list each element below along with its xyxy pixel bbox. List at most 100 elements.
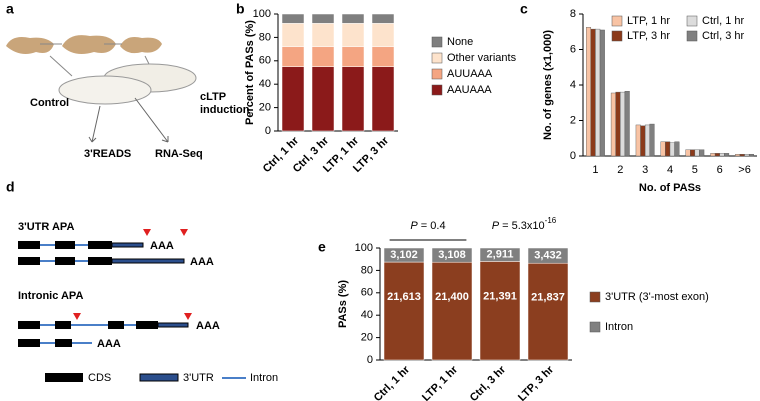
legend-swatch: [589, 291, 601, 303]
y-tick-label: 60: [259, 55, 271, 67]
bar: [710, 153, 716, 157]
annotation-text: = 0.4: [418, 220, 446, 232]
poly-a: AAA: [196, 320, 220, 332]
y-tick-label: 40: [259, 78, 271, 90]
bar: [748, 154, 754, 157]
bar-segment: [341, 66, 365, 132]
x-tick-label: >6: [738, 164, 751, 176]
bar: [660, 141, 666, 157]
x-tick-label: 4: [667, 164, 673, 176]
y-tick-label: 80: [259, 31, 271, 43]
y-tick-label: 60: [361, 287, 373, 299]
y-tick-label: 0: [265, 125, 271, 137]
cds: [55, 339, 72, 347]
bar: [599, 29, 605, 157]
bar: [690, 149, 696, 157]
y-axis-label: PASs (%): [337, 280, 349, 328]
legend-label: CDS: [88, 372, 111, 384]
bar-segment: [341, 23, 365, 48]
legend-swatch: [139, 373, 179, 382]
poly-a: AAA: [190, 256, 214, 268]
x-tick-label: LTP, 3 hr: [516, 363, 557, 401]
y-tick-label: 100: [355, 242, 373, 254]
y-tick-label: 4: [570, 79, 576, 91]
bar-segment: [341, 13, 365, 24]
y-tick-label: 8: [570, 8, 576, 20]
annotation-symbol: P: [410, 220, 418, 232]
bar-segment: [281, 66, 305, 132]
bar: [595, 28, 601, 157]
bar: [640, 125, 646, 157]
diagram-d: 3'UTR APA AAA AAA Intronic APA AAA AAA C…: [18, 221, 278, 384]
y-tick-label: 80: [361, 264, 373, 276]
bar-segment: [341, 46, 365, 67]
bar: [699, 149, 705, 157]
cds: [18, 339, 40, 347]
brain-slice: [6, 37, 54, 54]
legend-swatch: [431, 52, 443, 64]
connector: [49, 55, 73, 77]
legend-label: LTP, 1 hr: [627, 15, 670, 27]
y-tick-label: 20: [259, 102, 271, 114]
cds: [136, 321, 158, 329]
poly-a: AAA: [97, 338, 121, 350]
bar-segment: [371, 66, 395, 132]
legend-swatch: [431, 36, 443, 48]
bar: [620, 91, 626, 157]
value-label: 21,391: [483, 291, 517, 303]
y-tick-label: 20: [361, 332, 373, 344]
panel-label: a: [6, 1, 14, 17]
panel-label: e: [318, 239, 326, 255]
pas-arrow: [143, 229, 188, 236]
bar-segment: [281, 46, 305, 67]
x-axis-label: No. of PASs: [639, 182, 701, 194]
bar: [615, 91, 621, 157]
bar: [590, 28, 596, 157]
x-tick-label: Ctrl, 1 hr: [372, 363, 413, 401]
cds: [55, 321, 71, 329]
panel-label: d: [6, 179, 15, 195]
label: induction: [200, 104, 250, 116]
legend-label: Intron: [250, 372, 278, 384]
legend-label: None: [447, 36, 473, 48]
bar-segment: [383, 261, 425, 361]
x-tick-label: 6: [717, 164, 723, 176]
legend-swatch: [431, 68, 443, 80]
cds: [18, 321, 40, 329]
y-axis-label: No. of genes (x1,000): [542, 30, 554, 140]
bar-segment: [431, 247, 473, 263]
pas-arrow: [73, 313, 192, 320]
bar-segment: [371, 13, 395, 24]
legend-label: 3'UTR (3'-most exon): [605, 291, 709, 303]
x-tick-label: 1: [592, 164, 598, 176]
cds: [108, 321, 124, 329]
legend-label: Ctrl, 1 hr: [702, 15, 745, 27]
diagram-a: Control cLTP induction 3'READS RNA-Seq: [6, 35, 250, 160]
bar-segment: [371, 23, 395, 48]
bar: [586, 27, 592, 157]
bar-segment: [311, 46, 335, 67]
value-label: 3,108: [438, 249, 466, 261]
arrow: [88, 105, 101, 143]
utr: [111, 242, 144, 248]
bar-segment: [311, 13, 335, 24]
cds: [88, 241, 112, 249]
legend-swatch: [611, 15, 623, 27]
x-tick-label: LTP, 1 hr: [420, 363, 461, 401]
bar: [744, 154, 750, 157]
cds: [55, 257, 75, 265]
x-tick-label: 2: [617, 164, 623, 176]
cds: [18, 257, 40, 265]
annotation: P = 0.4: [410, 220, 445, 232]
bar: [739, 154, 745, 157]
bar-segment: [527, 247, 569, 264]
legend-label: Intron: [605, 321, 633, 333]
cds: [18, 241, 40, 249]
legend-label: LTP, 3 hr: [627, 30, 670, 42]
petri-dish: [58, 75, 152, 105]
label: Intronic APA: [18, 290, 83, 302]
legend-swatch: [431, 84, 443, 96]
legend-swatch: [589, 321, 601, 333]
bar: [644, 124, 650, 157]
